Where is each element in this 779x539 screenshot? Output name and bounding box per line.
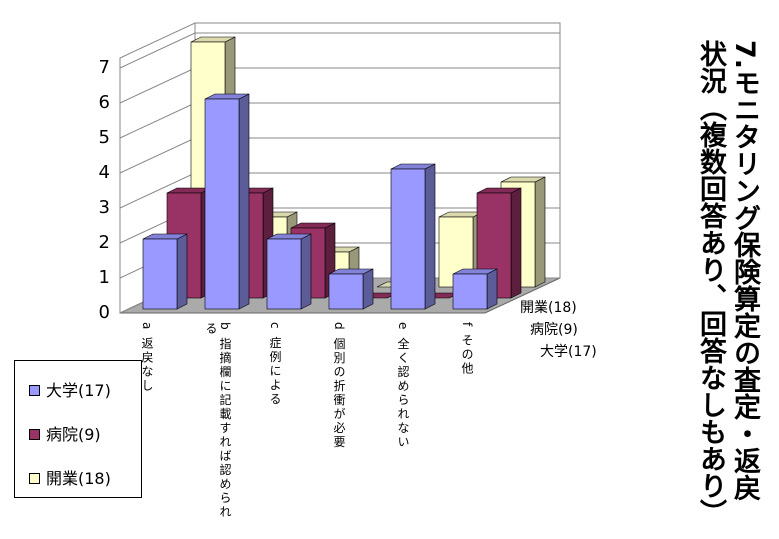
- y-tick-label: 3: [99, 197, 110, 218]
- legend: 大学(17) 病院(9) 開業(18): [14, 360, 142, 498]
- legend-swatch: [29, 473, 40, 484]
- legend-swatch: [29, 429, 40, 440]
- y-tick-label: 2: [99, 232, 110, 253]
- bar-side: [424, 163, 436, 310]
- y-tick-label: 0: [99, 302, 110, 323]
- x-tick-label: f その他: [460, 322, 474, 377]
- chart-title: 7.モニタリング保険算定の査定・返戻状況（複数回答あり、回答なしもあり）: [695, 40, 760, 526]
- depth-label: 病院(9): [530, 322, 578, 338]
- x-tick-label: e 全く認められない: [396, 322, 410, 450]
- bar: [452, 273, 488, 310]
- y-tick-label: 1: [99, 267, 110, 288]
- depth-label: 大学(17): [540, 344, 597, 360]
- bar-side: [176, 233, 188, 310]
- x-tick-label: d 個別の折衝が必要: [332, 322, 346, 450]
- grid-line: [119, 32, 560, 69]
- legend-item: 大学(17): [29, 377, 111, 401]
- legend-swatch: [29, 385, 40, 396]
- y-tick-label: 5: [99, 127, 110, 148]
- legend-item: 病院(9): [29, 421, 101, 445]
- bar-side: [486, 268, 498, 310]
- x-tick-label: b 指摘欄に記載すれば認められる: [204, 322, 232, 520]
- legend-label: 開業(18): [46, 469, 111, 488]
- bar: [328, 273, 364, 310]
- bar-side: [534, 176, 546, 288]
- bar: [142, 238, 178, 310]
- y-tick-label: 7: [99, 57, 110, 78]
- x-tick-label: a 返戻なし: [140, 322, 154, 394]
- bar-side: [510, 187, 522, 299]
- legend-label: 大学(17): [46, 381, 111, 400]
- bar-side: [238, 93, 250, 310]
- y-tick-label: 6: [99, 92, 110, 113]
- x-tick-label: c 症例による: [268, 322, 282, 407]
- depth-label: 開業(18): [520, 300, 577, 316]
- bar: [204, 98, 240, 310]
- bar: [390, 168, 426, 310]
- legend-item: 開業(18): [29, 465, 111, 489]
- y-tick-label: 4: [99, 162, 110, 183]
- bar-side: [362, 268, 374, 310]
- bar-side: [300, 233, 312, 310]
- legend-label: 病院(9): [46, 425, 101, 444]
- bar: [266, 238, 302, 310]
